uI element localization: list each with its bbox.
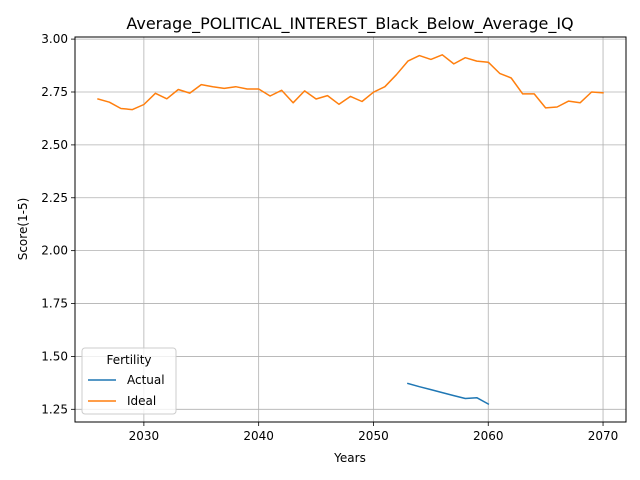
x-tick-label: 2070 [588, 429, 619, 443]
x-tick-label: 2060 [473, 429, 504, 443]
series-line-ideal [97, 54, 604, 111]
y-tick-label: 1.25 [41, 402, 68, 416]
y-tick-label: 2.25 [41, 191, 68, 205]
legend-title: Fertility [106, 353, 151, 367]
y-tick-label: 3.00 [41, 32, 68, 46]
series-line-actual [406, 382, 490, 406]
x-tick-label: 2040 [243, 429, 274, 443]
legend-box [81, 347, 177, 415]
series-lines [97, 54, 604, 406]
y-tick-label: 2.75 [41, 85, 68, 99]
y-tick-label: 2.50 [41, 138, 68, 152]
legend: Fertility Actual Ideal [81, 347, 177, 415]
x-tick-label: 2050 [358, 429, 389, 443]
y-tick-label: 1.75 [41, 297, 68, 311]
y-tick-label: 1.50 [41, 349, 68, 363]
plot-frame [74, 36, 627, 423]
y-axis: 1.25 1.50 1.75 2.00 2.25 2.50 2.75 3.00 [41, 32, 75, 416]
x-tick-label: 2030 [129, 429, 160, 443]
legend-label-actual: Actual [127, 373, 165, 387]
y-tick-label: 2.00 [41, 244, 68, 258]
legend-label-ideal: Ideal [127, 394, 156, 408]
x-axis-label: Years [333, 451, 366, 465]
y-axis-label: Score(1-5) [16, 198, 30, 261]
x-axis: 2030 2040 2050 2060 2070 [129, 422, 619, 443]
chart-title: Average_POLITICAL_INTEREST_Black_Below_A… [126, 14, 573, 34]
